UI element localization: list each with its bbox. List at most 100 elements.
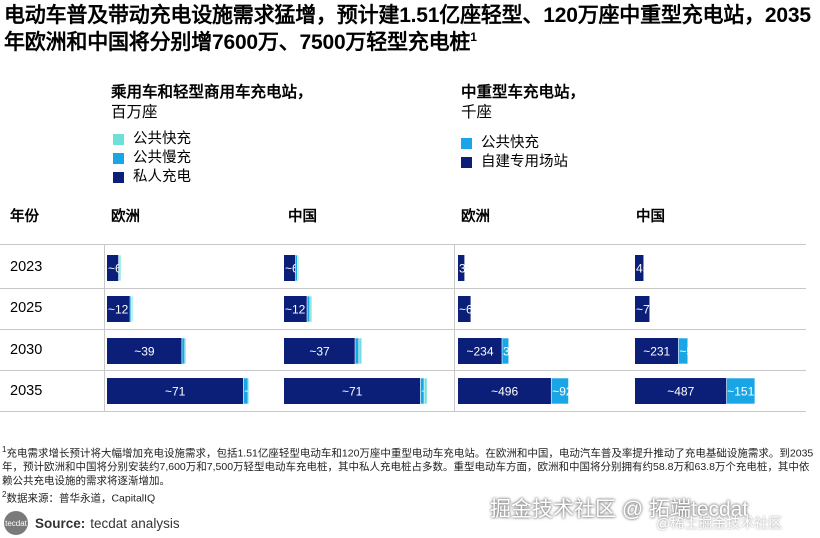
bar-segment xyxy=(309,295,313,323)
data-label: ~77 xyxy=(636,303,657,317)
footnote-mark: 2 xyxy=(2,490,7,499)
legend-swatch xyxy=(113,153,124,164)
bar-segment xyxy=(635,378,727,404)
bar-segment xyxy=(423,377,428,405)
legend-label: 私人充电 xyxy=(133,169,191,185)
bar-segment xyxy=(635,296,650,322)
source-label: Source: xyxy=(35,515,86,531)
data-label: ~50 xyxy=(679,345,700,359)
row-divider xyxy=(0,288,806,289)
footnotes: 1充电需求增长预计将大幅增加充电设施需求，包括1.51亿座轻型电动车和120万座… xyxy=(2,443,814,506)
header-europe-heavy: 欧洲 xyxy=(461,209,490,225)
panel-right-title: 中重型车充电站， xyxy=(461,84,586,101)
bar-segment xyxy=(678,337,689,365)
panel-left-unit: 百万座 xyxy=(111,104,158,121)
footnote-2: 2数据来源：普华永道，CapitalIQ xyxy=(2,488,814,506)
year-label-2035: 2035 xyxy=(10,383,43,399)
legend-label: 公共慢充 xyxy=(133,150,191,166)
source-text: tecdat analysis xyxy=(90,515,180,531)
data-label: ~231 xyxy=(643,345,670,359)
year-label-2023: 2023 xyxy=(10,259,43,275)
column-divider xyxy=(104,245,105,411)
data-label: ~12 xyxy=(108,303,129,317)
legend-swatch xyxy=(461,138,472,149)
data-label: ~151 xyxy=(727,385,754,399)
column-divider xyxy=(454,245,455,411)
bar-segment xyxy=(726,377,756,405)
data-label: ~71 xyxy=(342,385,363,399)
data-label: ~37 xyxy=(309,345,330,359)
row-divider xyxy=(0,411,806,412)
footnote-mark: 1 xyxy=(2,445,7,454)
watermark: 掘金技术社区 @ 拓端tecdat xyxy=(490,498,749,521)
footnote-1: 1充电需求增长预计将大幅增加充电设施需求，包括1.51亿座轻型电动车和120万座… xyxy=(2,443,814,488)
bar-segment xyxy=(284,338,356,364)
bar-segment xyxy=(550,377,569,405)
legend-swatch xyxy=(113,172,124,183)
bar-segment xyxy=(354,337,360,365)
bar-segment xyxy=(107,255,119,281)
legend-label: 自建专用场站 xyxy=(481,154,568,170)
bar-segment xyxy=(107,378,244,404)
bar-segment xyxy=(184,337,187,365)
header-year: 年份 xyxy=(10,209,39,225)
data-label: ~234 xyxy=(466,345,493,359)
header-china-light: 中国 xyxy=(288,209,317,225)
legend-label: 公共快充 xyxy=(481,135,539,151)
bar-segment xyxy=(458,296,471,322)
bar-segment xyxy=(501,337,510,365)
title-footnote-mark: 1 xyxy=(470,30,477,44)
title-text: 电动车普及带动充电设施需求猛增，预计建1.51亿座轻型、120万座中重型充电站，… xyxy=(4,4,811,54)
legend-swatch xyxy=(113,134,124,145)
source-line: tecdat Source: tecdat analysis xyxy=(4,511,180,535)
bar-segment xyxy=(306,295,311,323)
bar-segment xyxy=(119,254,122,282)
data-label: ~39 xyxy=(134,345,155,359)
legend-item-private: 私人充电 xyxy=(113,168,191,187)
bar-segment xyxy=(635,255,644,281)
panel-right-legend: 公共快充 自建专用场站 xyxy=(461,134,568,172)
footnote-text: 数据来源：普华永道，CapitalIQ xyxy=(6,492,156,505)
data-label: ~487 xyxy=(667,385,694,399)
legend-item-dedicated-depot: 自建专用场站 xyxy=(461,153,568,172)
bar-segment xyxy=(247,377,250,405)
header-china-heavy: 中国 xyxy=(636,209,665,225)
data-label: ~71 xyxy=(165,385,186,399)
bar-segment xyxy=(107,296,131,322)
year-label-2030: 2030 xyxy=(10,342,43,358)
data-label: 45 xyxy=(636,262,650,276)
bar-segment xyxy=(458,338,502,364)
bar-segment xyxy=(284,296,308,322)
data-label: ~12 xyxy=(285,303,306,317)
data-label: 36 xyxy=(503,345,517,359)
footnote-text: 充电需求增长预计将大幅增加充电设施需求，包括1.51亿座轻型电动车和120万座中… xyxy=(2,447,814,487)
row-divider xyxy=(0,370,806,371)
bar-segment xyxy=(458,378,552,404)
bar-segment xyxy=(131,295,134,323)
panel-right-unit: 千座 xyxy=(461,104,493,121)
data-label: ~3 xyxy=(421,385,435,399)
bar-segment xyxy=(284,378,421,404)
legend-item-public-fast: 公共快充 xyxy=(461,134,568,153)
bar-segment xyxy=(181,337,186,365)
data-label: ~92 xyxy=(552,385,573,399)
bar-segment xyxy=(458,255,465,281)
row-divider xyxy=(0,244,806,245)
header-europe-light: 欧洲 xyxy=(111,209,140,225)
bar-segment xyxy=(358,337,363,365)
year-label-2025: 2025 xyxy=(10,300,43,316)
legend-swatch xyxy=(461,157,472,168)
data-label: 34 xyxy=(459,262,473,276)
tecdat-logo-icon: tecdat xyxy=(4,511,28,535)
row-divider xyxy=(0,329,806,330)
data-label: ~67 xyxy=(459,303,480,317)
bar-segment xyxy=(284,255,296,281)
panel-left-title: 乘用车和轻型商用车充电站， xyxy=(111,84,313,101)
bar-segment xyxy=(635,338,679,364)
legend-item-public-fast: 公共快充 xyxy=(113,130,191,149)
legend-item-public-slow: 公共慢充 xyxy=(113,149,191,168)
chart-title: 电动车普及带动充电设施需求猛增，预计建1.51亿座轻型、120万座中重型充电站，… xyxy=(4,2,816,56)
legend-label: 公共快充 xyxy=(133,131,191,147)
watermark: @稀土掘金技术社区 xyxy=(656,515,783,531)
